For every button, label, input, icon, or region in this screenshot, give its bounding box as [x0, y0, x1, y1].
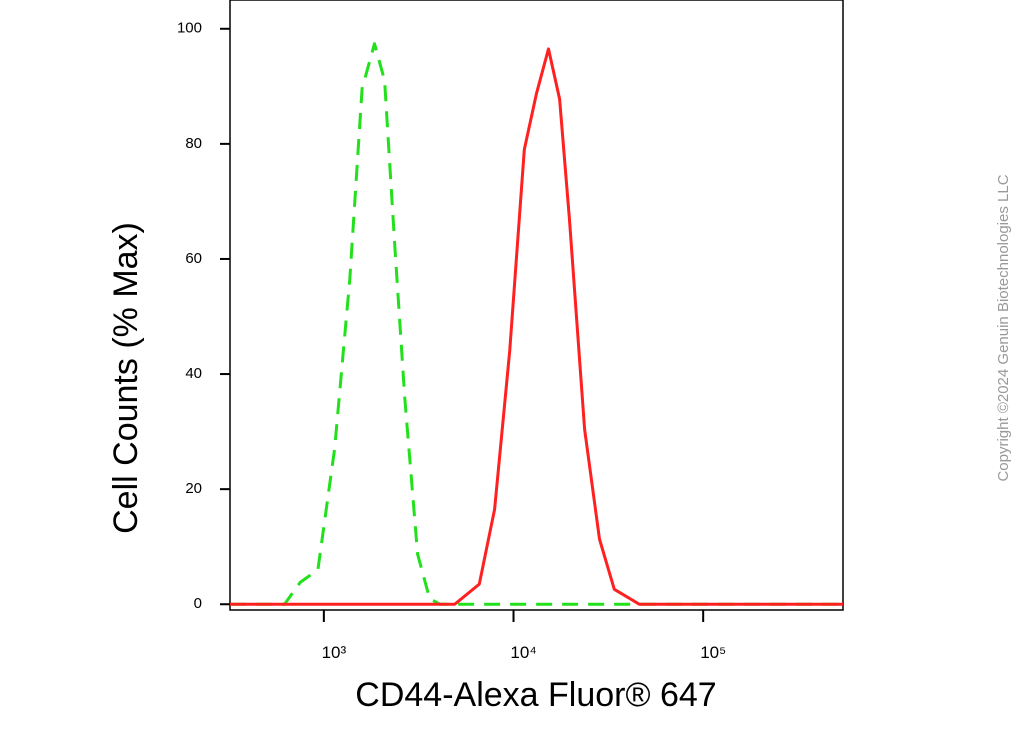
x-tick-label: 10⁵: [700, 643, 726, 662]
x-tick-label: 10⁴: [510, 643, 536, 662]
plot-frame: [229, 0, 844, 611]
series-line: [230, 42, 843, 606]
y-tick-label: 40: [185, 365, 202, 382]
y-tick-label: 60: [185, 250, 202, 267]
y-axis-label: Cell Counts (% Max): [107, 222, 145, 534]
x-tick-label: 10³: [322, 643, 347, 662]
y-tick-label: 80: [185, 135, 202, 152]
y-tick-label: 100: [177, 20, 202, 37]
y-tick-label: 20: [185, 480, 202, 497]
x-axis-label: CD44-Alexa Fluor® 647: [355, 676, 716, 714]
watermark: Copyright ©2024 Genuin Biotechnologies L…: [995, 174, 1012, 481]
y-tick-label: 0: [194, 595, 202, 612]
series-line: [230, 47, 843, 606]
